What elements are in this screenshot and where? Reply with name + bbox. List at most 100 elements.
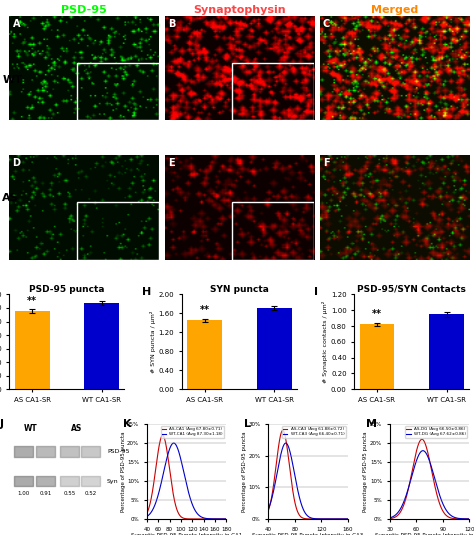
WT-CA1 (Avg 87.30±1.18) xyxy=(144,514,150,520)
AS-CA3 (Avg 61.88±0.72) xyxy=(314,516,320,522)
Line: AS-CA1 (Avg 67.80±0.71): AS-CA1 (Avg 67.80±0.71) xyxy=(147,435,227,519)
Text: **: ** xyxy=(200,305,210,315)
Text: J: J xyxy=(0,419,4,430)
Text: I: I xyxy=(314,287,318,297)
Bar xyxy=(77,202,159,259)
AS-DG (Avg 66.50±0.86) xyxy=(387,515,393,522)
WT-CA3 (Avg 66.40±0.71) xyxy=(345,516,351,522)
Text: Syn: Syn xyxy=(107,478,118,484)
WT-CA1 (Avg 87.30±1.18) xyxy=(193,508,199,515)
WT-CA1 (Avg 87.30±1.18) xyxy=(171,440,176,446)
Text: 1.00: 1.00 xyxy=(18,491,30,496)
Text: F: F xyxy=(323,158,329,169)
WT-DG (Avg 67.62±0.86) xyxy=(420,447,426,454)
Text: L: L xyxy=(244,419,251,430)
AS-CA1 (Avg 67.80±0.71) xyxy=(144,510,150,516)
AS-CA3 (Avg 61.88±0.72) xyxy=(313,516,319,522)
WT-CA3 (Avg 66.40±0.71) xyxy=(313,516,319,522)
Y-axis label: Percentage of PSD-95 puncta: Percentage of PSD-95 puncta xyxy=(121,431,126,512)
AS-CA3 (Avg 61.88±0.72) xyxy=(338,516,344,522)
Bar xyxy=(360,324,394,389)
Title: Synaptophysin: Synaptophysin xyxy=(193,5,286,16)
Text: K: K xyxy=(123,419,131,430)
WT-CA1 (Avg 87.30±1.18) xyxy=(191,506,197,513)
Y-axis label: # SYN puncta / µm²: # SYN puncta / µm² xyxy=(150,311,156,373)
Text: AS: AS xyxy=(71,424,82,433)
Title: PSD-95 puncta: PSD-95 puncta xyxy=(29,285,105,294)
AS-DG (Avg 66.50±0.86) xyxy=(435,493,440,499)
Text: E: E xyxy=(168,158,174,169)
WT-DG (Avg 67.62±0.86) xyxy=(387,515,393,521)
Text: 0.91: 0.91 xyxy=(40,491,52,496)
Bar xyxy=(187,320,222,389)
Title: PSD-95/SYN Contacts: PSD-95/SYN Contacts xyxy=(357,285,466,294)
WT-CA1 (Avg 87.30±1.18) xyxy=(217,516,222,522)
Text: **: ** xyxy=(27,295,37,305)
Bar xyxy=(84,302,119,389)
Text: PSD-95: PSD-95 xyxy=(107,449,129,454)
AS-CA1 (Avg 67.80±0.71) xyxy=(211,516,217,522)
AS-CA1 (Avg 67.80±0.71) xyxy=(191,516,197,522)
Title: SYN puncta: SYN puncta xyxy=(210,285,269,294)
Title: PSD-95: PSD-95 xyxy=(61,5,107,16)
Legend: AS-DG (Avg 66.50±0.86), WT-DG (Avg 67.62±0.86): AS-DG (Avg 66.50±0.86), WT-DG (Avg 67.62… xyxy=(405,426,467,438)
Y-axis label: Percentage of PSD-95 puncta: Percentage of PSD-95 puncta xyxy=(242,431,247,512)
AS-CA1 (Avg 67.80±0.71) xyxy=(193,516,199,522)
AS-CA3 (Avg 61.88±0.72) xyxy=(333,516,338,522)
WT-DG (Avg 67.62±0.86) xyxy=(454,515,460,521)
Line: WT-DG (Avg 67.62±0.86): WT-DG (Avg 67.62±0.86) xyxy=(390,450,469,519)
AS-DG (Avg 66.50±0.86) xyxy=(436,498,441,504)
Line: WT-CA1 (Avg 87.30±1.18): WT-CA1 (Avg 87.30±1.18) xyxy=(147,443,227,519)
WT-DG (Avg 67.62±0.86) xyxy=(435,485,440,491)
AS-DG (Avg 66.50±0.86) xyxy=(419,436,425,442)
AS-CA1 (Avg 67.80±0.71) xyxy=(224,516,229,522)
Text: M: M xyxy=(366,419,377,430)
Y-axis label: # Synaptic contacts / µm²: # Synaptic contacts / µm² xyxy=(322,301,328,383)
AS-DG (Avg 66.50±0.86) xyxy=(387,515,392,522)
WT-CA1 (Avg 87.30±1.18) xyxy=(211,516,217,522)
Bar xyxy=(257,308,292,389)
AS-CA1 (Avg 67.80±0.71) xyxy=(144,509,150,516)
Bar xyxy=(232,63,314,120)
WT-CA3 (Avg 66.40±0.71) xyxy=(338,516,344,522)
WT-DG (Avg 67.62±0.86) xyxy=(436,489,441,495)
WT-CA1 (Avg 87.30±1.18) xyxy=(224,516,229,522)
AS-DG (Avg 66.50±0.86) xyxy=(434,492,440,498)
AS-DG (Avg 66.50±0.86) xyxy=(459,516,465,522)
WT-CA3 (Avg 66.40±0.71) xyxy=(333,516,338,522)
Line: AS-CA3 (Avg 61.88±0.72): AS-CA3 (Avg 61.88±0.72) xyxy=(268,431,348,519)
Text: AS: AS xyxy=(2,193,19,203)
AS-CA3 (Avg 61.88±0.72) xyxy=(313,516,319,522)
Text: H: H xyxy=(142,287,151,297)
AS-CA1 (Avg 67.80±0.71) xyxy=(160,432,165,439)
Text: WT: WT xyxy=(24,424,37,433)
Text: D: D xyxy=(12,158,20,169)
WT-DG (Avg 67.62±0.86) xyxy=(387,515,392,521)
AS-DG (Avg 66.50±0.86) xyxy=(454,516,460,522)
X-axis label: Synaptic PSD-95 Puncta Intensity in CA1: Synaptic PSD-95 Puncta Intensity in CA1 xyxy=(131,533,242,535)
Text: 0.52: 0.52 xyxy=(84,491,97,496)
X-axis label: Synaptic PSD-95 Puncta Intensity in DG: Synaptic PSD-95 Puncta Intensity in DG xyxy=(375,533,474,535)
Bar xyxy=(77,63,159,120)
WT-CA3 (Avg 66.40±0.71) xyxy=(265,506,271,512)
Line: AS-DG (Avg 66.50±0.86): AS-DG (Avg 66.50±0.86) xyxy=(390,439,469,519)
Text: A: A xyxy=(12,19,20,29)
AS-CA1 (Avg 67.80±0.71) xyxy=(191,516,197,522)
WT-DG (Avg 67.62±0.86) xyxy=(434,484,440,490)
X-axis label: Synaptic PSD-95 Puncta Intensity in CA3: Synaptic PSD-95 Puncta Intensity in CA3 xyxy=(253,533,364,535)
Bar xyxy=(429,314,464,389)
AS-CA3 (Avg 61.88±0.72) xyxy=(280,427,286,434)
Bar xyxy=(15,311,50,389)
AS-DG (Avg 66.50±0.86) xyxy=(466,516,472,522)
Text: C: C xyxy=(323,19,330,29)
WT-CA3 (Avg 66.40±0.71) xyxy=(283,440,289,446)
AS-CA3 (Avg 61.88±0.72) xyxy=(265,508,271,514)
Text: B: B xyxy=(168,19,175,29)
Y-axis label: Percentage of PSD-95 puncta: Percentage of PSD-95 puncta xyxy=(364,431,368,512)
Bar xyxy=(232,202,314,259)
WT-CA3 (Avg 66.40±0.71) xyxy=(313,516,319,522)
WT-CA1 (Avg 87.30±1.18) xyxy=(191,506,197,512)
WT-DG (Avg 67.62±0.86) xyxy=(466,516,472,522)
Text: 0.55: 0.55 xyxy=(64,491,76,496)
Text: WT: WT xyxy=(2,75,22,85)
